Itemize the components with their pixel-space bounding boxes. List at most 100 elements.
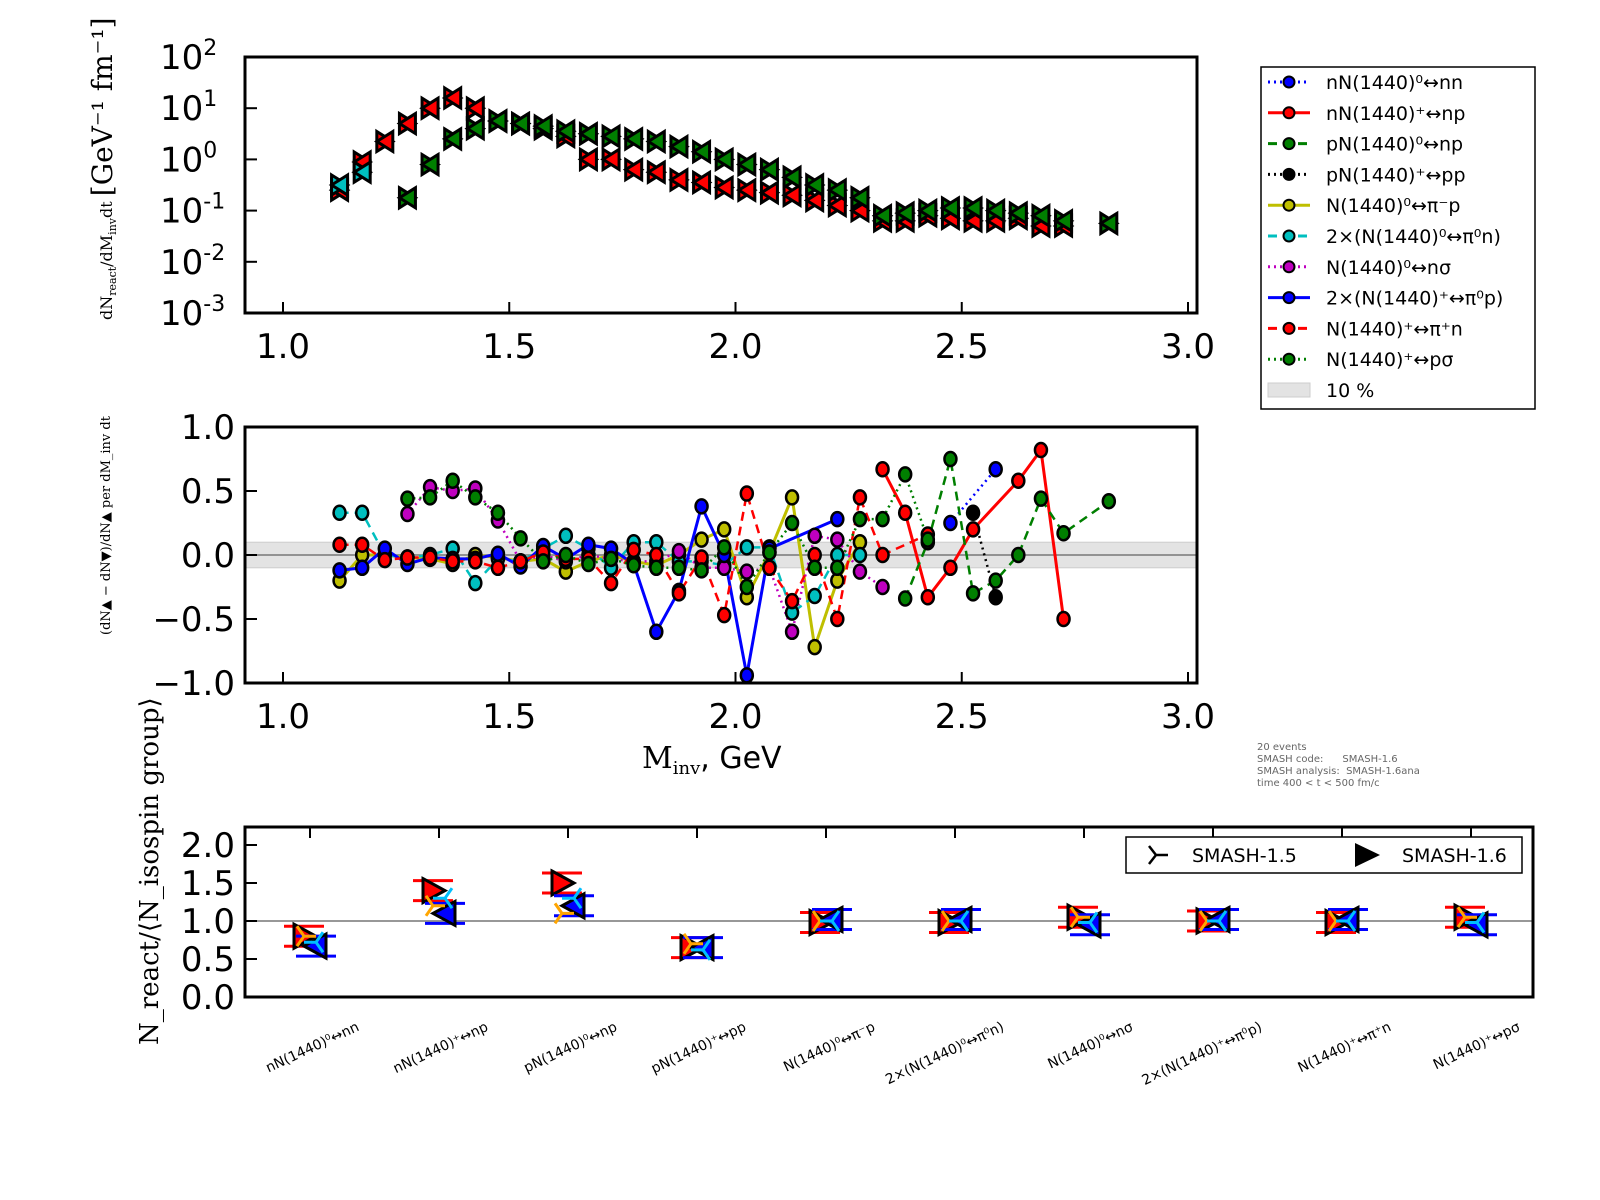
bowtie-marker-left	[441, 126, 463, 152]
data-point	[965, 521, 981, 538]
data-point	[875, 460, 890, 478]
x-tick-label: 1.5	[482, 697, 536, 737]
x-tick-label: 2.5	[935, 697, 989, 737]
tri-marker	[433, 887, 454, 910]
data-point	[988, 572, 1003, 589]
bowtie-marker-left	[645, 128, 666, 155]
bowtie-marker-left	[509, 110, 531, 137]
bowtie-marker-left	[328, 172, 350, 198]
data-point	[626, 556, 641, 574]
tri-marker	[1465, 911, 1486, 934]
y-tick-label: 0.5	[181, 940, 235, 980]
data-point	[1011, 472, 1026, 490]
top-ylabel: dNreact/dMinvdt [GeV⁻¹ fm⁻¹]	[86, 17, 119, 320]
data-point	[490, 504, 506, 522]
data-point	[354, 559, 370, 577]
bowtie-marker-left	[1007, 200, 1028, 226]
data-point	[784, 514, 800, 532]
top-panel: 1.0 1.5 2.0 2.5 3.0 102 101 100 10-1 10-2 10-3	[160, 36, 1215, 367]
info-text: 20 events SMASH code: SMASH-1.6 SMASH an…	[1257, 742, 1420, 789]
category-label: pN(1440)⁰↔np	[521, 1019, 619, 1076]
bowtie-marker-left	[600, 123, 621, 150]
legend-label: pN(1440)⁺↔pp	[1326, 164, 1466, 186]
bowtie-marker-left	[464, 115, 485, 142]
legend-label: pN(1440)⁰↔np	[1326, 134, 1463, 156]
legend: nN(1440)⁰↔nn nN(1440)⁺↔np pN(1440)⁰↔np pN(1…	[1260, 66, 1536, 410]
triangle-marker	[558, 891, 586, 921]
bottom-legend-frame	[1125, 836, 1523, 874]
legend-label: 2×(N(1440)⁰↔π⁰n)	[1326, 226, 1501, 248]
data-point	[875, 578, 890, 596]
data-point	[739, 485, 755, 502]
y-tick-label: −1.0	[152, 664, 235, 704]
info-time: time 400 < t < 500 fm/c	[1257, 778, 1380, 789]
data-point	[943, 559, 958, 577]
x-tick-label: 3.0	[1161, 697, 1215, 737]
data-point	[649, 559, 664, 577]
legend-marker	[1282, 198, 1296, 212]
data-point	[354, 504, 370, 522]
legend-triangle-marker	[1355, 843, 1380, 867]
x-tick-label: 1.0	[256, 327, 310, 367]
middle-panel: 1.0 1.5 2.0 2.5 3.0 1.0 0.5 0.0 −0.5 −1.0	[152, 408, 1215, 737]
legend-label: N(1440)⁺↔π⁺n	[1326, 318, 1463, 340]
data-point	[807, 559, 822, 577]
y-tick-label: 1.5	[181, 864, 235, 904]
data-point	[490, 545, 506, 562]
data-point	[1056, 610, 1071, 628]
legend-marker	[1282, 106, 1296, 120]
legend-marker	[1282, 167, 1296, 181]
data-point	[965, 585, 981, 602]
category-label: pN(1440)⁺↔pp	[649, 1019, 749, 1077]
data-point	[332, 504, 347, 522]
data-point	[988, 588, 1003, 606]
data-point	[490, 559, 506, 577]
middle-ylabel: (dN▲ − dN▼)/dN▲ per dM_inv dt	[99, 415, 114, 635]
series-line	[904, 458, 1110, 599]
data-point	[897, 504, 913, 522]
data-point	[581, 555, 596, 573]
data-point	[422, 489, 438, 506]
data-point	[852, 489, 868, 506]
tri-marker	[424, 894, 445, 917]
data-point	[852, 510, 868, 528]
data-point	[920, 588, 936, 606]
legend-label: N(1440)⁺↔pσ	[1326, 349, 1453, 371]
triangle-marker	[550, 868, 578, 898]
bowtie-marker-left	[396, 110, 417, 137]
data-point	[468, 574, 483, 592]
x-tick-label: 3.0	[1161, 327, 1215, 367]
data-point	[694, 531, 709, 548]
bowtie-marker-left	[735, 151, 757, 178]
bowtie-marker-left	[577, 121, 598, 147]
data-point	[671, 585, 687, 602]
legend-label: 2×(N(1440)⁺↔π⁰p)	[1326, 288, 1503, 310]
x-axis-label: Minv, GeV	[642, 741, 782, 779]
data-point	[943, 450, 958, 468]
x-tick-label: 2.5	[935, 327, 989, 367]
bowtie-marker-left	[939, 195, 960, 221]
bowtie-marker-left	[600, 146, 621, 173]
bottom-plot-frame	[243, 825, 1535, 999]
bowtie-marker-left	[803, 187, 825, 214]
data-point	[965, 504, 981, 522]
y-tick-label: 1.0	[181, 902, 235, 942]
tri-marker	[682, 932, 703, 955]
bowtie-marker-left	[577, 146, 598, 173]
data-point	[784, 623, 800, 641]
data-point	[807, 638, 822, 656]
bowtie-marker-left	[713, 146, 734, 173]
data-point	[332, 536, 347, 554]
series-line	[407, 471, 929, 590]
category-label: N(1440)⁺↔π⁺n	[1296, 1019, 1394, 1076]
legend-marker	[1282, 229, 1296, 243]
tri-marker	[553, 902, 574, 925]
bowtie-marker-left	[690, 169, 712, 196]
y-tick-label: 0.0	[181, 978, 235, 1018]
info-events: 20 events	[1257, 742, 1307, 753]
data-point	[807, 587, 822, 605]
data-point	[1056, 524, 1071, 542]
legend-marker	[1282, 137, 1296, 151]
data-point	[875, 546, 890, 564]
y-tick-label: 10-1	[160, 190, 225, 232]
